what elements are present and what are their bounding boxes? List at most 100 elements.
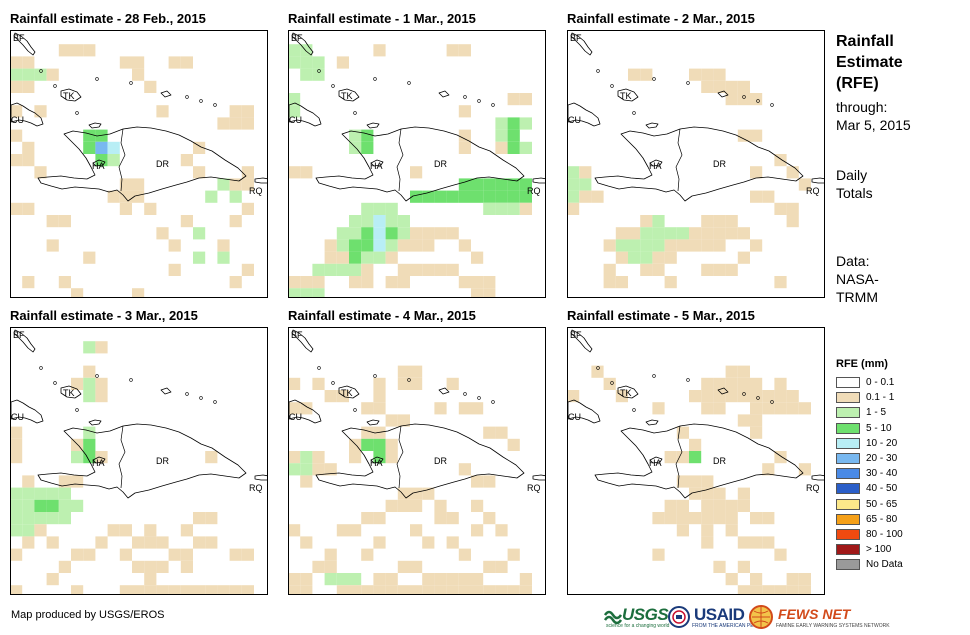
legend-swatch (836, 544, 860, 556)
rainfall-cell (640, 239, 653, 252)
rainfall-cell (336, 263, 349, 276)
coastline-outline (717, 90, 729, 98)
rainfall-cell (11, 80, 23, 93)
island-outline (185, 392, 189, 396)
rainfall-cell (205, 512, 218, 525)
rainfall-cell (83, 141, 96, 154)
rainfall-cell (58, 487, 71, 500)
island-outline (129, 81, 133, 85)
map-label-rq: RQ (527, 186, 541, 196)
legend-label: 40 - 50 (866, 483, 898, 495)
rainfall-cell (361, 402, 374, 415)
island-outline (632, 111, 636, 115)
rainfall-cell (652, 548, 665, 561)
rainfall-cell (373, 585, 386, 594)
rainfall-cell (95, 141, 108, 154)
coastline-outline (338, 88, 360, 102)
rainfall-cell (676, 426, 689, 439)
rainfall-cell (193, 166, 206, 179)
rainfall-cell (22, 536, 35, 549)
rainfall-cell (701, 475, 714, 488)
rainfall-cell (628, 227, 641, 240)
rainfall-cell (336, 390, 349, 403)
fewsnet-globe-icon (749, 605, 773, 629)
coastline-outline (645, 419, 659, 426)
rainfall-cell (300, 402, 313, 415)
rainfall-cell (132, 178, 145, 191)
rainfall-cell (434, 573, 447, 586)
rainfall-cell (180, 585, 193, 594)
coastline-outline (570, 32, 593, 56)
rainfall-cell (446, 585, 459, 594)
map-canvas: BF CU TK HA DR RQ (289, 32, 545, 297)
rainfall-cell (422, 585, 435, 594)
rainfall-grid (11, 341, 254, 594)
rainfall-cell (410, 263, 423, 276)
rainfall-cell (762, 536, 775, 549)
rainfall-cell (83, 451, 96, 464)
rainfall-cell (689, 512, 702, 525)
rainfall-cell (713, 80, 726, 93)
rainfall-cell (397, 585, 410, 594)
rainfall-cell (568, 166, 580, 179)
legend-label: 0.1 - 1 (866, 392, 895, 404)
rainfall-cell (397, 414, 410, 427)
rainfall-cell (652, 402, 665, 415)
rainfall-cell (701, 227, 714, 240)
rainfall-cell (289, 105, 301, 118)
rainfall-cell (713, 239, 726, 252)
rainfall-cell (22, 499, 35, 512)
rainfall-cell (83, 341, 96, 354)
coastline-outline (438, 387, 450, 395)
legend-label: 65 - 80 (866, 513, 898, 525)
rainfall-cell (83, 44, 96, 57)
coastline-outline (92, 159, 106, 167)
rainfall-cell (615, 390, 628, 403)
rainfall-cell (774, 548, 787, 561)
rainfall-cell (725, 263, 738, 276)
island-outline (477, 396, 481, 400)
rainfall-cell (737, 585, 750, 594)
rainfall-cell (737, 414, 750, 427)
rainfall-cell (361, 276, 374, 289)
map-label-ha: HA (92, 458, 105, 468)
island-outline (463, 392, 467, 396)
coastline-outline (532, 177, 545, 184)
island-outline (75, 408, 79, 412)
rainfall-cell (507, 548, 520, 561)
footer-credit: Map produced by USGS/EROS (11, 609, 165, 621)
rainfall-cell (664, 227, 677, 240)
island-outline (742, 392, 746, 396)
island-outline (39, 69, 43, 73)
rainfall-cell (324, 560, 337, 573)
rainfall-cell (446, 377, 459, 390)
coastline-outline (366, 419, 380, 426)
rainfall-cell (58, 560, 71, 573)
rainfall-cell (750, 129, 763, 142)
rainfall-cell (132, 288, 145, 297)
rainfall-cell (95, 536, 108, 549)
rainfall-cell (579, 166, 592, 179)
rainfall-cell (483, 202, 496, 215)
rainfall-cell (458, 402, 471, 415)
rainfall-cell (446, 536, 459, 549)
rainfall-cell (324, 463, 337, 476)
map-label-bf: BF (13, 330, 25, 340)
rainfall-cell (336, 227, 349, 240)
rainfall-cell (119, 190, 132, 203)
island-outline (39, 366, 43, 370)
panel-title-3: Rainfall estimate - 2 Mar., 2015 (567, 11, 755, 26)
rainfall-map-4: BF CU TK HA DR RQ (10, 327, 268, 595)
rainfall-cell (71, 499, 84, 512)
rainfall-cell (519, 585, 532, 594)
country-border (396, 425, 404, 489)
rainfall-cell (324, 239, 337, 252)
island-outline (610, 381, 614, 385)
map-overlay: BF CU TK HA DR RQ (11, 329, 267, 499)
rainfall-cell (713, 487, 726, 500)
rainfall-cell (11, 426, 23, 439)
rainfall-cell (471, 475, 484, 488)
rainfall-cell (300, 573, 313, 586)
rainfall-cell (107, 524, 120, 537)
rainfall-cell (11, 129, 23, 142)
